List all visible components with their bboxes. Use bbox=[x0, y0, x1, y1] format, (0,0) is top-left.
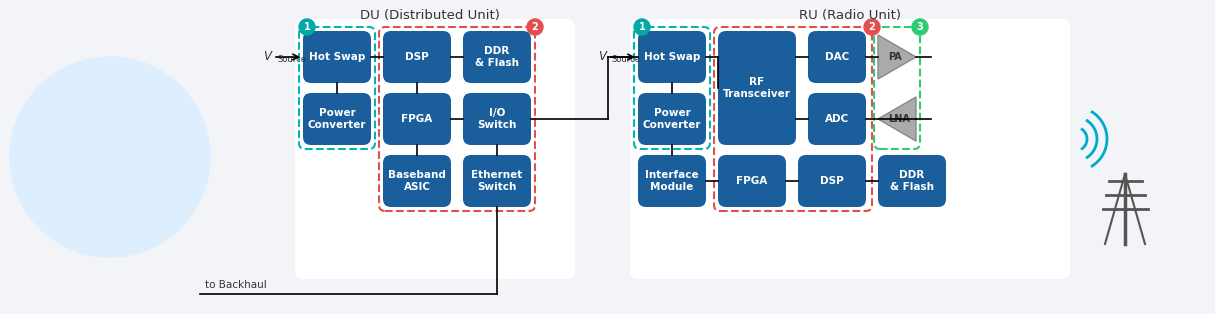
FancyBboxPatch shape bbox=[798, 155, 866, 207]
FancyBboxPatch shape bbox=[383, 155, 451, 207]
FancyBboxPatch shape bbox=[718, 31, 796, 145]
FancyBboxPatch shape bbox=[303, 31, 371, 83]
Text: ADC: ADC bbox=[825, 114, 849, 124]
Text: 1: 1 bbox=[304, 22, 310, 32]
Polygon shape bbox=[878, 35, 916, 79]
Text: Power
Converter: Power Converter bbox=[643, 108, 701, 130]
Text: Baseband
ASIC: Baseband ASIC bbox=[388, 170, 446, 192]
Text: Hot Swap: Hot Swap bbox=[644, 52, 700, 62]
Text: 1: 1 bbox=[639, 22, 645, 32]
FancyBboxPatch shape bbox=[638, 155, 706, 207]
Text: Source: Source bbox=[612, 56, 642, 64]
Circle shape bbox=[634, 19, 650, 35]
Circle shape bbox=[10, 57, 210, 257]
Circle shape bbox=[912, 19, 928, 35]
Text: I/O
Switch: I/O Switch bbox=[477, 108, 516, 130]
FancyBboxPatch shape bbox=[638, 93, 706, 145]
FancyBboxPatch shape bbox=[463, 155, 531, 207]
Text: V: V bbox=[598, 51, 606, 63]
Text: Ethernet
Switch: Ethernet Switch bbox=[471, 170, 522, 192]
FancyBboxPatch shape bbox=[463, 93, 531, 145]
Text: RU (Radio Unit): RU (Radio Unit) bbox=[799, 9, 902, 22]
FancyBboxPatch shape bbox=[808, 31, 866, 83]
Text: to Backhaul: to Backhaul bbox=[205, 280, 267, 290]
FancyBboxPatch shape bbox=[383, 31, 451, 83]
Circle shape bbox=[864, 19, 880, 35]
Text: DDR
& Flash: DDR & Flash bbox=[891, 170, 934, 192]
FancyBboxPatch shape bbox=[295, 19, 575, 279]
Circle shape bbox=[527, 19, 543, 35]
Text: Power
Converter: Power Converter bbox=[307, 108, 366, 130]
Text: DSP: DSP bbox=[820, 176, 844, 186]
Text: 2: 2 bbox=[532, 22, 538, 32]
Text: FPGA: FPGA bbox=[736, 176, 768, 186]
Text: Interface
Module: Interface Module bbox=[645, 170, 699, 192]
Circle shape bbox=[299, 19, 315, 35]
Text: 2: 2 bbox=[869, 22, 875, 32]
Text: RF
Transceiver: RF Transceiver bbox=[723, 77, 791, 99]
FancyBboxPatch shape bbox=[808, 93, 866, 145]
FancyBboxPatch shape bbox=[638, 31, 706, 83]
Text: 3: 3 bbox=[916, 22, 923, 32]
FancyBboxPatch shape bbox=[718, 155, 786, 207]
Polygon shape bbox=[878, 97, 916, 141]
FancyBboxPatch shape bbox=[631, 19, 1070, 279]
Text: DAC: DAC bbox=[825, 52, 849, 62]
Text: FPGA: FPGA bbox=[401, 114, 433, 124]
Text: DDR
& Flash: DDR & Flash bbox=[475, 46, 519, 68]
Text: Source: Source bbox=[277, 56, 306, 64]
FancyBboxPatch shape bbox=[463, 31, 531, 83]
Text: PA: PA bbox=[888, 52, 902, 62]
Text: LNA: LNA bbox=[888, 114, 910, 124]
FancyBboxPatch shape bbox=[878, 155, 946, 207]
FancyBboxPatch shape bbox=[303, 93, 371, 145]
Text: Hot Swap: Hot Swap bbox=[309, 52, 366, 62]
FancyBboxPatch shape bbox=[383, 93, 451, 145]
Text: DSP: DSP bbox=[405, 52, 429, 62]
Text: V: V bbox=[262, 51, 271, 63]
Text: DU (Distributed Unit): DU (Distributed Unit) bbox=[360, 9, 499, 22]
